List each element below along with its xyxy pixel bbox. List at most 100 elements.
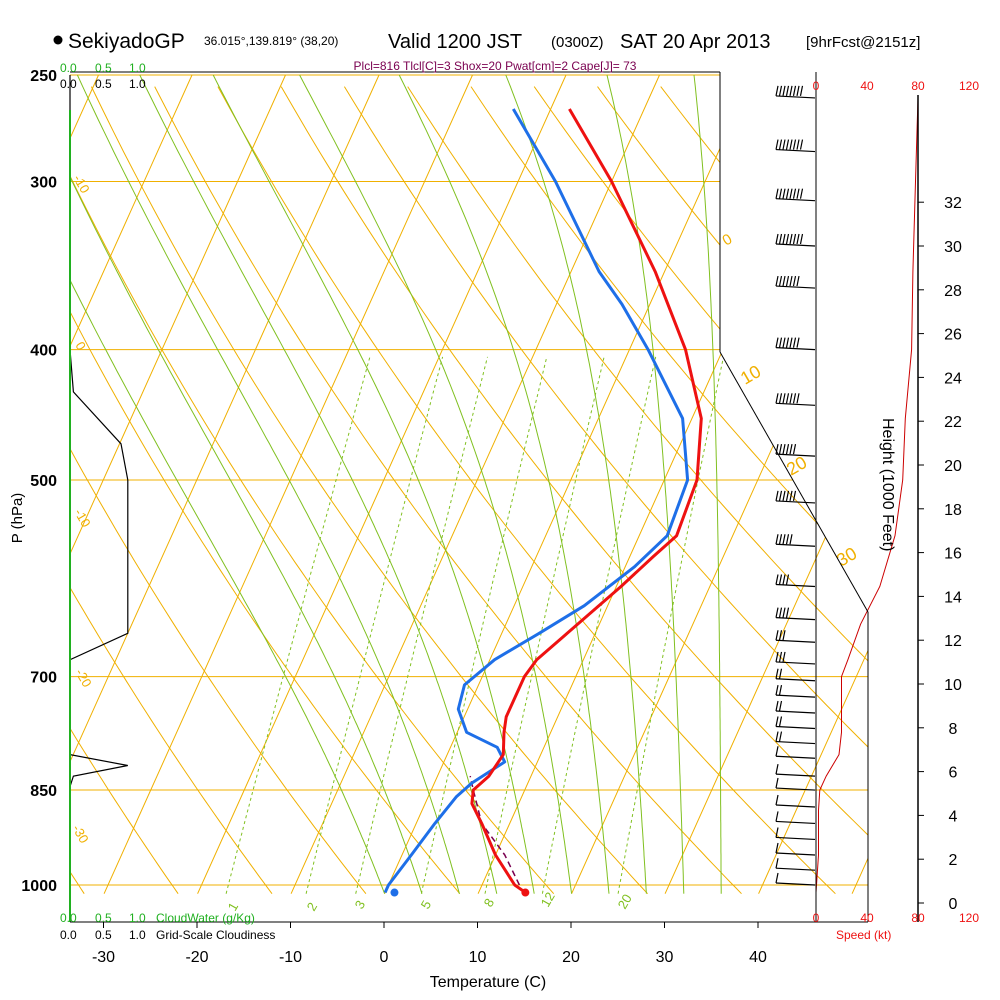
height-tick-label: 32 — [944, 195, 962, 212]
wind-barb — [775, 755, 816, 759]
wind-barb-flag — [782, 139, 786, 150]
isotherm-label: -10 — [70, 172, 92, 196]
moist-adiabat-line — [139, 74, 498, 894]
wind-barb-flag — [778, 630, 783, 641]
wind-barb-flag — [775, 777, 779, 789]
wind-barb-flag — [785, 534, 790, 545]
isotherm-line — [290, 74, 660, 894]
pressure-tick-label: 300 — [30, 175, 57, 192]
wind-barb-flag — [775, 858, 779, 869]
wind-barb-flag — [775, 534, 779, 545]
station-name: SekiyadoGP — [68, 30, 185, 53]
wind-barb-flag — [775, 651, 779, 663]
wind-barb — [775, 95, 816, 99]
cloudiness-label: Grid-Scale Cloudiness — [156, 928, 275, 942]
pressure-tick-label: 250 — [30, 68, 57, 85]
mixing-ratio-label: 20 — [615, 891, 635, 911]
wind-barb — [775, 583, 816, 588]
x-tick-label: -20 — [185, 949, 208, 966]
wind-barb-flag — [799, 139, 804, 150]
wind-barb-flag — [775, 574, 779, 585]
wind-barb-flag — [775, 85, 779, 97]
pressure-tick-label: 700 — [30, 670, 57, 687]
wind-barb-flag — [792, 490, 797, 502]
wind-barb-flag — [778, 233, 783, 245]
height-tick-label: 18 — [944, 502, 962, 519]
x-tick-label: 10 — [469, 949, 487, 966]
wind-barb-flag — [789, 85, 793, 97]
wind-barb-flag — [785, 188, 790, 199]
wind-barb-flag — [778, 700, 783, 712]
wind-barb-flag — [782, 337, 786, 348]
utc-time: (0300Z) — [551, 34, 604, 51]
height-tick-label: 16 — [944, 546, 962, 563]
wind-barb-flag — [785, 393, 790, 404]
wind-barb — [775, 725, 816, 730]
isotherm-line — [70, 74, 286, 556]
wind-barb — [775, 543, 816, 547]
wind-barb-flag — [775, 746, 779, 757]
wind-barb-flag — [782, 490, 786, 502]
pressure-tick-label: 500 — [30, 473, 57, 490]
pressure-tick-label: 400 — [30, 343, 57, 360]
cw-tick-top-1: 0.5 — [95, 61, 112, 75]
wind-barb-flag — [775, 684, 779, 696]
sounding-profiles — [383, 108, 703, 897]
isotherm-label: -20 — [72, 666, 94, 690]
wind-barb — [775, 740, 816, 745]
wind-barb-flag — [785, 337, 790, 348]
wind-barb-flag — [796, 233, 800, 245]
wind-barb-flag — [778, 490, 783, 502]
mixing-ratio-label: 12 — [538, 889, 558, 909]
speed-tick-top-2: 80 — [911, 79, 925, 93]
wind-barb-flag — [782, 275, 786, 287]
wind-barb-flag — [785, 490, 790, 502]
moist-adiabat-line — [212, 74, 535, 894]
dry-adiabat-line — [70, 870, 85, 894]
x-tick-label: -10 — [279, 949, 302, 966]
speed-tick-bottom-3: 120 — [959, 911, 979, 925]
wind-barb-flag — [775, 233, 779, 245]
wind-barb-flag — [775, 764, 779, 775]
isotherm-label: -30 — [69, 822, 91, 846]
height-tick-label: 6 — [949, 765, 958, 782]
wind-barb-flag — [785, 85, 790, 97]
cl-tick-bottom-1: 0.5 — [95, 928, 112, 942]
height-tick-label: 26 — [944, 327, 962, 344]
height-tick-label: 22 — [944, 414, 962, 431]
moist-adiabat-line — [606, 74, 685, 894]
wind-barb — [775, 661, 816, 665]
wind-barb-flag — [792, 393, 797, 404]
wind-barb-flag — [778, 337, 783, 348]
wind-barb-flag — [775, 188, 779, 199]
temperature-line — [470, 108, 703, 894]
height-tick-label: 8 — [949, 721, 958, 738]
wind-barb — [775, 639, 816, 643]
grid-mask — [720, 72, 868, 612]
cloudiness-profile-line — [69, 75, 129, 894]
wind-barb-flag — [775, 630, 779, 641]
dry-adiabat-line — [90, 86, 648, 895]
dry-adiabat-line — [470, 86, 868, 578]
mixing-ratio-line — [541, 356, 657, 894]
wind-barb-flag — [782, 233, 786, 245]
wind-barb — [775, 773, 816, 777]
wind-barb-flag — [785, 233, 790, 245]
isotherm-line — [851, 857, 868, 894]
dry-adiabat-line — [977, 87, 1000, 894]
wind-barb — [775, 453, 816, 457]
wind-barb — [775, 500, 816, 504]
station-coords: 36.015°,139.819° (38,20) — [204, 34, 338, 48]
x-tick-label: 40 — [749, 949, 767, 966]
isotherm-line — [103, 74, 473, 894]
wind-barb-flag — [775, 275, 779, 287]
wind-barb-flag — [775, 393, 779, 404]
cloud-water-label: CloudWater (g/Kg) — [156, 911, 255, 925]
wind-barb-flag — [778, 574, 783, 585]
wind-barb-flag — [789, 233, 793, 245]
wind-barb-flag — [792, 337, 797, 348]
isotherm-line — [70, 74, 193, 348]
pressure-tick-label: 1000 — [21, 878, 57, 895]
axes: -30 -20 -10 0 10 20 30 402503004005007008501000… — [21, 68, 962, 966]
wind-barb-flag — [799, 233, 804, 245]
